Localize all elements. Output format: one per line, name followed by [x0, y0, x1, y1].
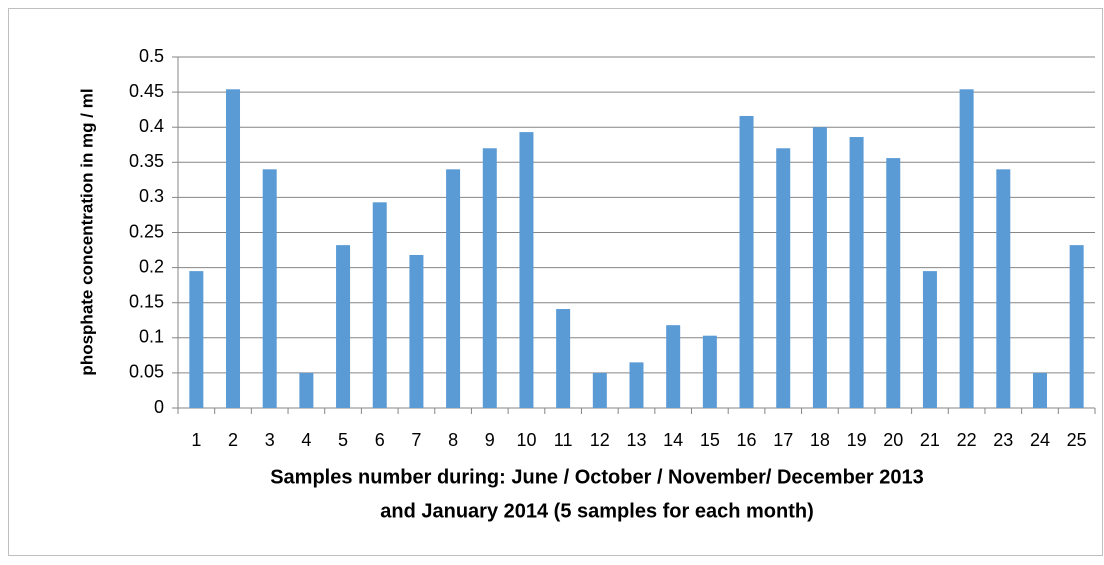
- bar: [336, 245, 351, 408]
- y-tick-label: 0.3: [139, 186, 164, 206]
- y-tick-label: 0: [154, 397, 164, 417]
- x-tick-label: 12: [590, 430, 610, 450]
- bar: [482, 148, 497, 408]
- bar: [189, 271, 204, 408]
- bar: [776, 148, 791, 408]
- bar: [519, 132, 534, 408]
- bar: [226, 89, 241, 409]
- y-axis-title: phosphate concentration in mg / ml: [77, 88, 96, 375]
- bar: [629, 362, 644, 408]
- x-tick-label: 9: [485, 430, 495, 450]
- x-tick-label: 22: [957, 430, 977, 450]
- x-tick-label: 8: [448, 430, 458, 450]
- y-tick-label: 0.45: [129, 81, 164, 101]
- bar: [996, 169, 1011, 408]
- bar: [959, 89, 974, 409]
- bar: [922, 271, 937, 408]
- bar: [849, 137, 864, 408]
- x-tick-label: 10: [516, 430, 536, 450]
- bar: [556, 309, 571, 408]
- bar: [409, 254, 424, 408]
- x-tick-label: 20: [883, 430, 903, 450]
- y-tick-label: 0.4: [139, 116, 164, 136]
- x-tick-label: 5: [338, 430, 348, 450]
- bar: [739, 115, 754, 408]
- bar: [702, 335, 717, 408]
- x-tick-label: 1: [191, 430, 201, 450]
- x-tick-label: 23: [993, 430, 1013, 450]
- y-tick-label: 0.1: [139, 327, 164, 347]
- y-tick-label: 0.15: [129, 291, 164, 311]
- y-tick-label: 0.35: [129, 151, 164, 171]
- bar: [1069, 245, 1084, 408]
- bar: [666, 325, 681, 408]
- x-tick-label: 24: [1030, 430, 1050, 450]
- x-tick-label: 21: [920, 430, 940, 450]
- x-tick-label: 11: [554, 430, 573, 450]
- x-tick-label: 19: [847, 430, 867, 450]
- x-tick-label: 4: [301, 430, 311, 450]
- x-tick-label: 7: [411, 430, 421, 450]
- bar: [812, 127, 827, 408]
- bar: [886, 158, 901, 408]
- x-tick-label: 25: [1067, 430, 1087, 450]
- bar: [446, 169, 461, 408]
- y-tick-label: 0.5: [139, 46, 164, 66]
- x-tick-label: 14: [663, 430, 683, 450]
- bar: [262, 169, 277, 408]
- x-tick-label: 15: [700, 430, 720, 450]
- y-tick-label: 0.2: [139, 256, 164, 276]
- bar: [1032, 372, 1047, 408]
- y-tick-label: 0.25: [129, 221, 164, 241]
- x-tick-label: 13: [626, 430, 646, 450]
- bar: [372, 202, 387, 408]
- bar: [299, 372, 314, 408]
- x-tick-label: 3: [265, 430, 275, 450]
- x-tick-label: 6: [375, 430, 385, 450]
- x-tick-label: 18: [810, 430, 830, 450]
- x-tick-label: 17: [773, 430, 793, 450]
- x-tick-label: 16: [737, 430, 757, 450]
- x-axis-title: and January 2014 (5 samples for each mon…: [380, 500, 814, 522]
- y-tick-label: 0.05: [129, 362, 164, 382]
- x-axis-title: Samples number during: June / October / …: [270, 466, 924, 488]
- bar: [592, 372, 607, 408]
- x-tick-label: 2: [228, 430, 238, 450]
